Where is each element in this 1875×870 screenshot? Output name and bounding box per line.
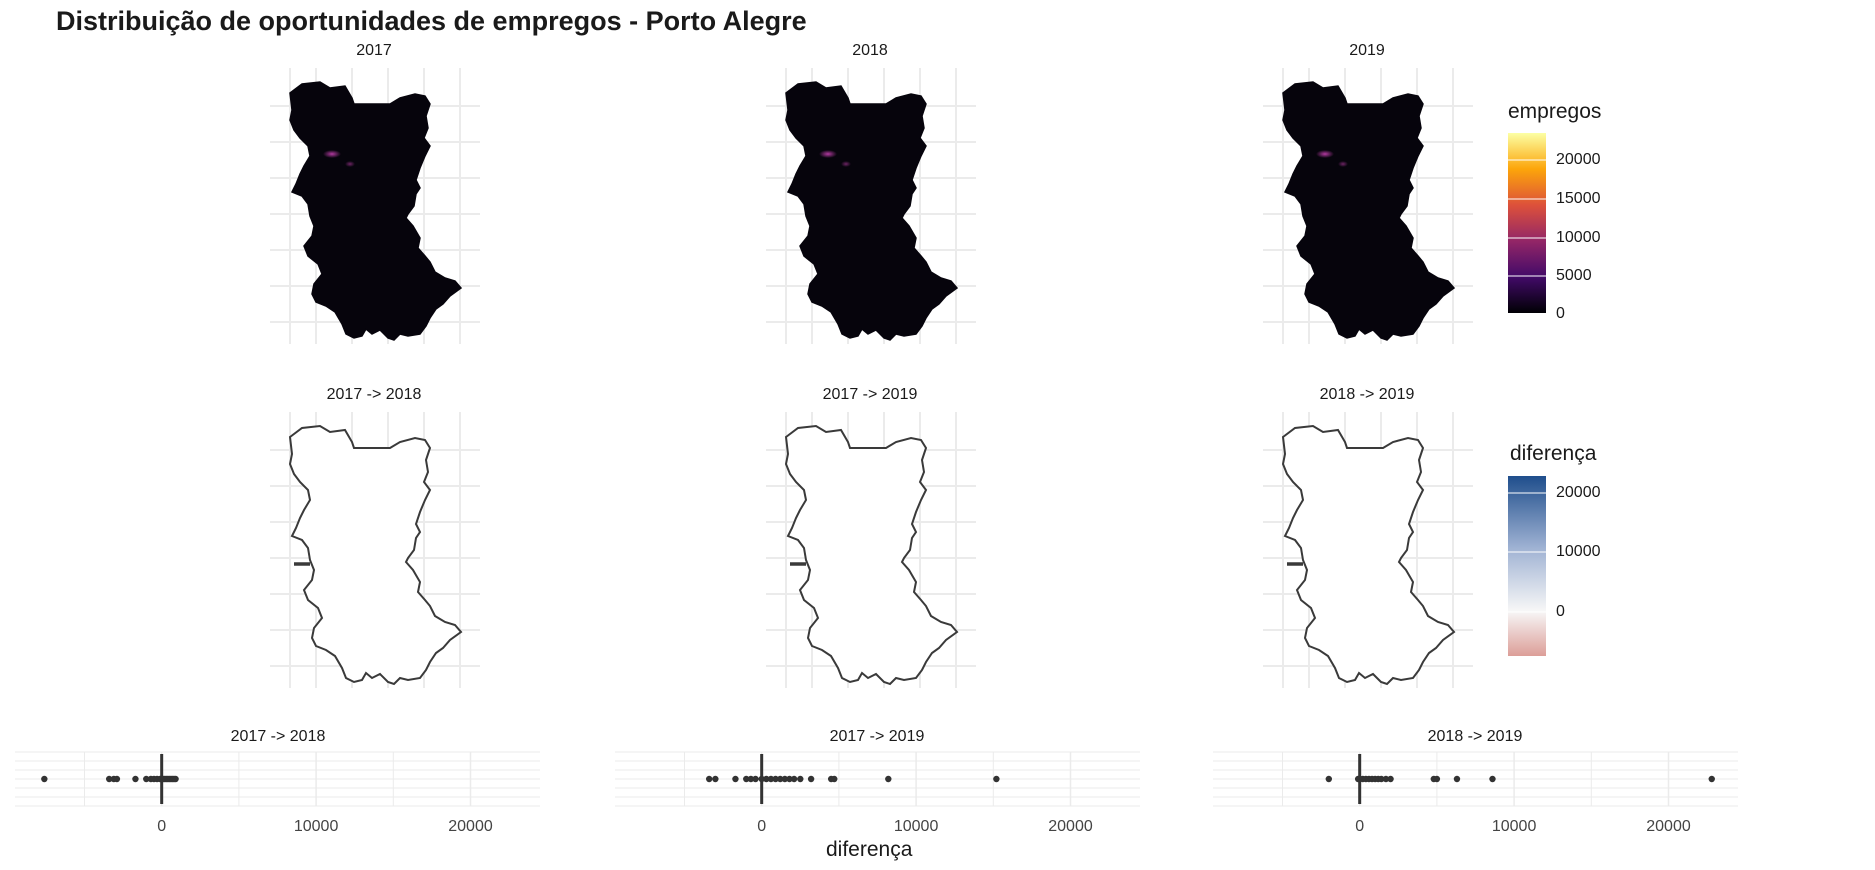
legend-diferenca-tick: 10000 bbox=[1556, 543, 1601, 560]
strip-panel-0 bbox=[15, 751, 540, 807]
strip-point bbox=[790, 775, 798, 783]
strip-x-tick: 0 bbox=[757, 818, 767, 835]
panel-title-2019: 2019 bbox=[1349, 42, 1385, 59]
strip-point bbox=[797, 775, 804, 783]
legend-empregos-tick: 20000 bbox=[1556, 151, 1601, 168]
strip-x-tick: 10000 bbox=[893, 818, 939, 835]
strip-point bbox=[1708, 775, 1715, 783]
strip-x-tick: 20000 bbox=[448, 818, 493, 835]
strip-x-tick: 0 bbox=[1355, 818, 1365, 835]
strip-x-tick: 20000 bbox=[1048, 818, 1093, 835]
strip-point bbox=[1453, 775, 1461, 783]
map-panel-3 bbox=[270, 412, 480, 688]
x-axis-label: diferença bbox=[826, 838, 913, 861]
strip-title-2017-2019: 2017 -> 2019 bbox=[829, 728, 925, 745]
map-region bbox=[785, 81, 959, 341]
strip-panel-2 bbox=[1213, 751, 1738, 807]
legend-diferenca-tick: 0 bbox=[1556, 603, 1565, 620]
panel-title-diff-2017-2018: 2017 -> 2018 bbox=[326, 386, 422, 403]
panel-title-diff-2017-2019: 2017 -> 2019 bbox=[822, 386, 918, 403]
map-panel-5 bbox=[1263, 412, 1473, 688]
map-panel-0 bbox=[270, 68, 480, 344]
legend-empregos-tick: 5000 bbox=[1556, 267, 1592, 284]
strip-point bbox=[763, 775, 770, 783]
map-region bbox=[1282, 81, 1456, 341]
map-region bbox=[289, 81, 463, 341]
map-panel-1 bbox=[766, 68, 976, 344]
strip-point bbox=[831, 775, 838, 783]
strip-point bbox=[732, 775, 739, 783]
strip-point bbox=[752, 775, 759, 783]
legend-empregos-tick: 10000 bbox=[1556, 229, 1601, 246]
legend-empregos-title: empregos bbox=[1508, 100, 1602, 123]
diff-region bbox=[784, 424, 959, 686]
legend-empregos-bar bbox=[1508, 133, 1546, 313]
figure-title: Distribuição de oportunidades de emprego… bbox=[56, 6, 807, 36]
strip-point bbox=[747, 775, 755, 783]
map-hotspot bbox=[1316, 150, 1334, 158]
strip-point bbox=[132, 775, 139, 783]
strip-point bbox=[113, 775, 121, 783]
map-panel-2 bbox=[1263, 68, 1473, 344]
strip-x-tick: 10000 bbox=[293, 818, 339, 835]
strip-x-tick: 20000 bbox=[1646, 818, 1691, 835]
strip-point bbox=[1433, 775, 1441, 783]
legend-diferenca-title: diferença bbox=[1510, 442, 1597, 465]
strip-point bbox=[772, 775, 779, 783]
strip-point bbox=[993, 775, 1000, 783]
map-hotspot bbox=[841, 161, 851, 167]
strip-point bbox=[1325, 775, 1333, 783]
diff-region bbox=[288, 424, 463, 686]
strip-point bbox=[105, 775, 113, 783]
strip-point bbox=[758, 775, 765, 783]
strip-point bbox=[705, 775, 713, 783]
strip-point bbox=[712, 775, 719, 783]
strip-point bbox=[1489, 775, 1496, 783]
panel-title-2017: 2017 bbox=[356, 42, 392, 59]
strip-x-tick: 0 bbox=[157, 818, 167, 835]
legend-empregos-tick: 0 bbox=[1556, 305, 1565, 322]
strip-point bbox=[777, 775, 784, 783]
strip-title-2017-2018: 2017 -> 2018 bbox=[230, 728, 326, 745]
strip-panel-1 bbox=[615, 751, 1140, 807]
strip-point bbox=[143, 775, 150, 783]
strip-point bbox=[786, 775, 793, 783]
map-panel-4 bbox=[766, 412, 976, 688]
map-hotspot bbox=[345, 161, 355, 167]
strip-point bbox=[1382, 775, 1390, 783]
strip-point bbox=[1387, 775, 1394, 783]
map-hotspot bbox=[323, 150, 341, 158]
strip-point bbox=[743, 775, 750, 783]
strip-point bbox=[807, 775, 815, 783]
map-hotspot bbox=[819, 150, 837, 158]
strip-point bbox=[781, 775, 789, 783]
diff-region bbox=[1281, 424, 1456, 686]
strip-point bbox=[41, 775, 48, 783]
strip-point bbox=[767, 775, 775, 783]
strip-x-tick: 10000 bbox=[1491, 818, 1537, 835]
panel-title-2018: 2018 bbox=[852, 42, 888, 59]
strip-point bbox=[885, 775, 892, 783]
map-hotspot bbox=[1338, 161, 1348, 167]
legend-empregos-tick: 15000 bbox=[1556, 190, 1601, 207]
strip-point bbox=[172, 775, 179, 783]
strip-point bbox=[1378, 775, 1385, 783]
legend-diferenca-tick: 20000 bbox=[1556, 484, 1601, 501]
panel-title-diff-2018-2019: 2018 -> 2019 bbox=[1319, 386, 1415, 403]
strip-title-2018-2019: 2018 -> 2019 bbox=[1427, 728, 1523, 745]
legend-diferenca-bar bbox=[1508, 476, 1546, 656]
